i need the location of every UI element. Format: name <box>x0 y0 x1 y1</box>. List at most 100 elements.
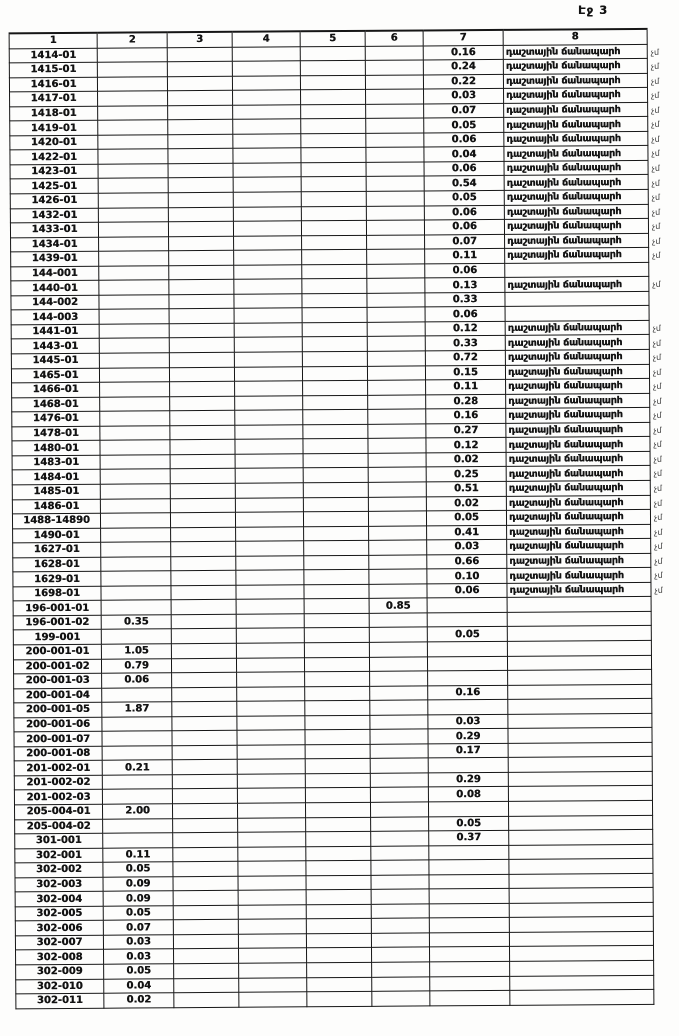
col3-cell <box>170 526 236 542</box>
row-id-cell: 200-001-06 <box>13 716 102 733</box>
col3-cell <box>170 555 236 571</box>
col7-value-cell: 0.22 <box>423 74 504 90</box>
col5-cell <box>300 45 366 61</box>
col6-value-cell <box>366 278 425 294</box>
row-id-cell: 1440-01 <box>10 280 99 296</box>
row-id-cell: 205-004-02 <box>14 818 103 834</box>
col4-cell <box>233 220 302 236</box>
margin-note: չմ <box>652 251 661 261</box>
road-type-cell <box>507 654 652 671</box>
col3-cell <box>173 919 239 935</box>
margin-note: չմ <box>653 396 662 406</box>
margin-note <box>654 975 679 990</box>
margin-note: չմ <box>651 120 660 130</box>
col4-cell <box>236 700 305 716</box>
col6-value-cell <box>366 190 425 206</box>
col6-value-cell <box>370 874 430 890</box>
col7-value-cell: 0.16 <box>425 408 506 424</box>
col2-value-cell <box>97 47 168 63</box>
col5-cell <box>302 365 368 381</box>
col2-value-cell: 0.35 <box>101 614 172 630</box>
col4-cell <box>237 831 306 847</box>
col4-cell <box>238 948 307 964</box>
col2-value-cell <box>97 134 168 150</box>
col5-cell <box>302 438 369 454</box>
col4-cell <box>236 642 305 658</box>
col4-cell <box>232 104 301 120</box>
col6-value-cell <box>366 176 425 192</box>
col6-value-cell <box>369 685 428 701</box>
road-type-cell: դաշտային ճանապարհ <box>506 538 651 555</box>
col7-value-cell <box>427 670 508 686</box>
col7-value-cell <box>429 961 510 977</box>
col5-cell <box>303 511 369 527</box>
row-id-cell: 1698-01 <box>12 585 102 602</box>
row-id-cell: 1468-01 <box>11 396 100 413</box>
row-id-cell: 1466-01 <box>11 382 100 398</box>
margin-note <box>653 946 679 961</box>
road-type-cell <box>508 858 653 875</box>
col6-value-cell <box>367 336 426 352</box>
col5-cell <box>304 598 370 614</box>
row-id-cell: 1629-01 <box>12 571 101 587</box>
road-type-cell <box>509 887 654 904</box>
col2-value-cell <box>97 90 168 106</box>
road-type-cell <box>507 625 652 642</box>
margin-note: չմ <box>653 425 662 435</box>
col5-cell <box>303 540 369 556</box>
col7-value-cell: 0.66 <box>426 554 507 570</box>
col4-cell <box>235 468 304 484</box>
road-type-cell: դաշտային ճանապարհ <box>503 73 648 89</box>
road-type-cell: դաշտային ճանապարհ <box>503 145 649 162</box>
column-header-7: 7 <box>423 29 504 46</box>
col6-value-cell <box>366 263 425 279</box>
margin-note <box>652 800 679 815</box>
col3-cell <box>172 774 238 790</box>
road-type-cell: դաշտային ճանապարհ <box>506 509 651 525</box>
col4-cell <box>238 977 307 993</box>
col5-cell <box>305 860 371 876</box>
col3-cell <box>167 105 233 121</box>
col3-cell <box>168 265 234 281</box>
col3-cell <box>170 468 236 484</box>
road-type-cell: դաշտային ճանապարհ <box>506 465 651 482</box>
col7-value-cell <box>428 757 509 773</box>
col6-value-cell <box>368 510 427 526</box>
col6-value-cell <box>368 583 428 599</box>
col7-value-cell <box>427 612 508 628</box>
margin-note <box>652 727 679 742</box>
row-id-cell: 302-005 <box>15 906 104 922</box>
col2-value-cell <box>97 105 168 121</box>
margin-note: չմ <box>653 512 663 522</box>
col7-value-cell <box>427 641 508 657</box>
col4-cell <box>233 293 303 309</box>
margin-note <box>651 597 679 612</box>
col5-cell <box>303 525 369 541</box>
col7-value-cell: 0.08 <box>428 786 509 802</box>
col6-value-cell <box>371 889 430 905</box>
col3-cell <box>169 366 235 382</box>
row-id-cell: 1422-01 <box>9 149 99 165</box>
row-id-cell: 302-010 <box>15 978 104 994</box>
col7-value-cell: 0.33 <box>424 292 506 308</box>
margin-spacer <box>647 29 675 44</box>
col7-value-cell <box>429 990 510 1006</box>
row-id-cell: 1418-01 <box>9 105 98 122</box>
row-id-cell: 1414-01 <box>9 47 98 63</box>
col7-value-cell <box>427 597 508 613</box>
col3-cell <box>168 250 234 266</box>
col5-cell <box>304 715 370 731</box>
margin-note: չմ <box>654 571 663 581</box>
col5-cell <box>300 133 366 149</box>
col2-value-cell: 0.11 <box>102 847 173 863</box>
col7-value-cell: 0.05 <box>428 815 509 832</box>
col5-cell <box>306 889 372 905</box>
row-id-cell: 1465-01 <box>11 367 100 383</box>
margin-note: չմ <box>653 411 662 421</box>
margin-note: չմ <box>652 236 661 246</box>
col2-value-cell <box>101 730 173 747</box>
road-type-cell: դաշտային ճանապարհ <box>503 116 648 133</box>
col7-value-cell: 0.06 <box>425 306 506 322</box>
